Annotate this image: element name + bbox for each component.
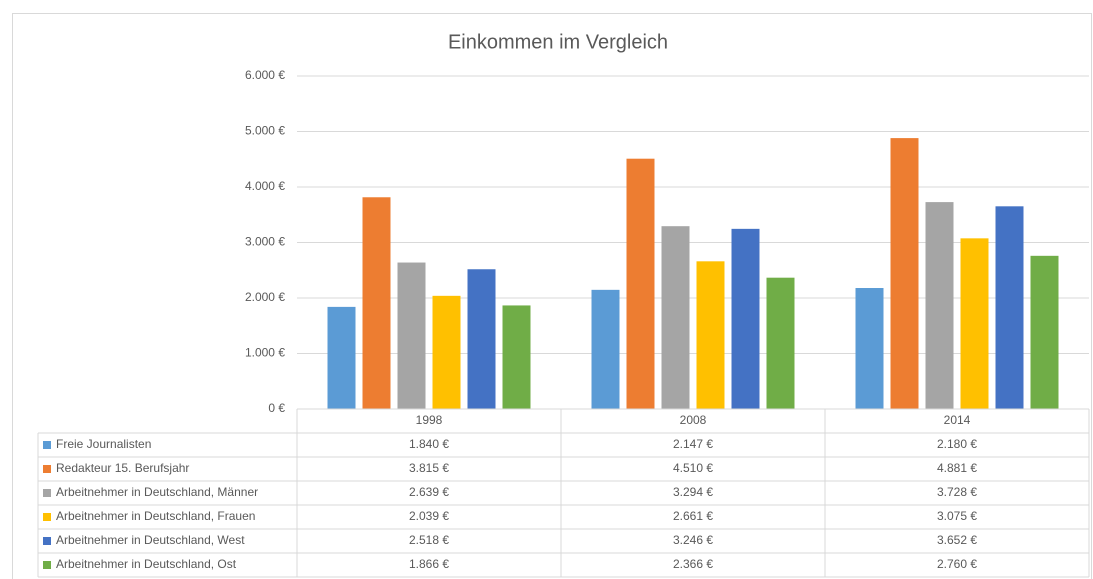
legend-swatch: [43, 465, 51, 473]
bar: [362, 197, 391, 409]
x-tick-label: 2014: [944, 413, 971, 427]
table-value: 2.039 €: [409, 509, 449, 523]
bar: [1030, 255, 1059, 409]
bar: [960, 238, 989, 409]
x-tick-label: 2008: [680, 413, 707, 427]
legend-swatch: [43, 489, 51, 497]
y-tick-label: 6.000 €: [245, 68, 285, 82]
table-value: 4.881 €: [937, 461, 977, 475]
table-value: 3.652 €: [937, 533, 977, 547]
table-value: 3.815 €: [409, 461, 449, 475]
legend-swatch: [43, 441, 51, 449]
bar: [626, 158, 655, 409]
legend-label: Arbeitnehmer in Deutschland, Ost: [56, 557, 237, 571]
bar: [855, 288, 884, 409]
table-value: 4.510 €: [673, 461, 713, 475]
bar: [696, 261, 725, 409]
y-tick-label: 3.000 €: [245, 235, 285, 249]
table-value: 1.866 €: [409, 557, 449, 571]
legend-label: Arbeitnehmer in Deutschland, West: [56, 533, 245, 547]
x-tick-label: 1998: [416, 413, 443, 427]
bar: [467, 269, 496, 409]
table-value: 3.246 €: [673, 533, 713, 547]
chart-frame: [12, 13, 1092, 579]
y-tick-label: 0 €: [268, 401, 285, 415]
table-value: 2.366 €: [673, 557, 713, 571]
table-value: 2.180 €: [937, 437, 977, 451]
bar: [925, 202, 954, 409]
bar: [591, 289, 620, 409]
legend-label: Freie Journalisten: [56, 437, 151, 451]
bar: [397, 262, 426, 409]
table-value: 2.147 €: [673, 437, 713, 451]
y-tick-label: 5.000 €: [245, 124, 285, 138]
bar: [432, 295, 461, 409]
y-tick-label: 1.000 €: [245, 346, 285, 360]
bar: [327, 306, 356, 409]
table-value: 2.518 €: [409, 533, 449, 547]
legend-label: Arbeitnehmer in Deutschland, Männer: [56, 485, 258, 499]
bar: [766, 277, 795, 409]
table-value: 3.075 €: [937, 509, 977, 523]
legend-swatch: [43, 537, 51, 545]
bar: [661, 226, 690, 409]
bar: [890, 138, 919, 410]
chart-title: Einkommen im Vergleich: [448, 31, 668, 53]
y-tick-label: 2.000 €: [245, 290, 285, 304]
legend-swatch: [43, 561, 51, 569]
table-value: 2.760 €: [937, 557, 977, 571]
bar: [731, 228, 760, 409]
table-value: 3.728 €: [937, 485, 977, 499]
legend-swatch: [43, 513, 51, 521]
legend-label: Arbeitnehmer in Deutschland, Frauen: [56, 509, 255, 523]
y-tick-label: 4.000 €: [245, 179, 285, 193]
legend-label: Redakteur 15. Berufsjahr: [56, 461, 189, 475]
bar: [502, 305, 531, 409]
bar: [995, 206, 1024, 409]
table-value: 3.294 €: [673, 485, 713, 499]
table-value: 2.639 €: [409, 485, 449, 499]
table-value: 2.661 €: [673, 509, 713, 523]
table-value: 1.840 €: [409, 437, 449, 451]
